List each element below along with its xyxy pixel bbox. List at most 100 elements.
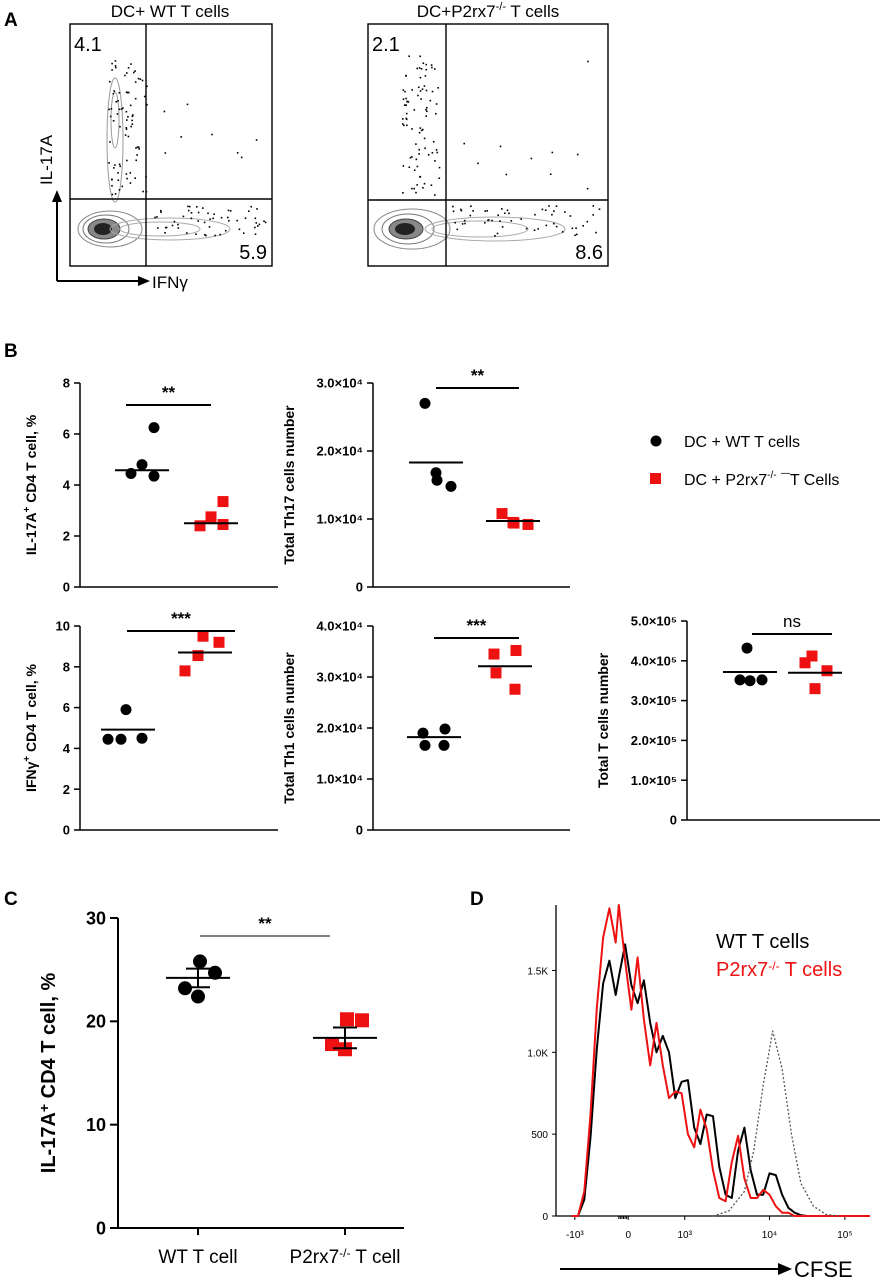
event-dot bbox=[437, 87, 439, 89]
event-dot bbox=[427, 154, 430, 156]
event-dot bbox=[438, 177, 441, 179]
event-dot bbox=[118, 163, 121, 166]
event-dot bbox=[574, 234, 576, 237]
event-dot bbox=[134, 97, 137, 100]
event-dot bbox=[209, 218, 211, 220]
panel-a-plot-1: DC+ WT T cells 4.1 5.9 bbox=[69, 2, 273, 267]
y-axis-label: IL-17A+ CD4 T cell, % bbox=[22, 414, 39, 555]
event-dot bbox=[419, 127, 422, 129]
event-dot bbox=[541, 208, 544, 211]
y-tick-label: 0 bbox=[356, 823, 363, 838]
event-dot bbox=[548, 205, 550, 207]
event-dots bbox=[108, 60, 267, 237]
event-dot bbox=[508, 212, 510, 215]
event-dot bbox=[598, 208, 601, 210]
event-dot bbox=[405, 104, 407, 106]
data-point-ko bbox=[490, 667, 502, 679]
data-point-ko bbox=[809, 683, 821, 695]
event-dot bbox=[164, 232, 166, 234]
event-dot bbox=[186, 232, 188, 234]
event-dot bbox=[404, 90, 406, 93]
panel-label-c: C bbox=[4, 889, 18, 910]
event-dot bbox=[115, 101, 118, 103]
event-dot bbox=[255, 222, 258, 224]
event-dot bbox=[146, 85, 148, 88]
event-dot bbox=[131, 119, 133, 122]
data-point-wt bbox=[439, 723, 451, 735]
event-dot bbox=[136, 146, 139, 148]
event-dot bbox=[180, 136, 182, 138]
event-dot bbox=[422, 187, 424, 189]
event-dot bbox=[416, 165, 419, 168]
event-dot bbox=[189, 205, 191, 208]
y-tick-label: 0 bbox=[670, 813, 677, 828]
event-dot bbox=[431, 90, 434, 93]
event-dot bbox=[429, 99, 432, 102]
data-point-wt bbox=[136, 459, 148, 471]
event-dot bbox=[111, 178, 113, 181]
event-dot bbox=[125, 126, 128, 129]
event-dot bbox=[195, 233, 197, 235]
event-dot bbox=[214, 234, 216, 237]
event-dot bbox=[125, 110, 128, 113]
legend-wt-marker bbox=[650, 435, 662, 447]
y-axis-label: Total Th17 cells number bbox=[281, 405, 297, 565]
y-axis-label: Total Th1 cells number bbox=[281, 652, 297, 804]
event-dot bbox=[595, 231, 597, 234]
panel-label-a: A bbox=[4, 10, 18, 31]
event-dot bbox=[132, 114, 134, 116]
event-dot bbox=[236, 219, 238, 222]
event-dot bbox=[545, 224, 548, 227]
y-tick-label: 4.0×10⁵ bbox=[631, 653, 677, 668]
event-dot bbox=[407, 101, 410, 103]
event-dot bbox=[402, 118, 404, 120]
event-dot bbox=[238, 228, 241, 231]
data-point-ko bbox=[488, 648, 500, 660]
event-dot bbox=[110, 108, 113, 110]
event-dot bbox=[131, 115, 134, 118]
y-axis-label-il17a: IL-17A bbox=[37, 134, 56, 185]
quadrant-upper-left-value: 2.1 bbox=[372, 34, 400, 56]
event-dot bbox=[229, 210, 232, 212]
event-dot bbox=[430, 64, 433, 66]
y-axis-label: Total T cells number bbox=[595, 652, 611, 788]
event-dot bbox=[131, 123, 134, 125]
event-dot bbox=[136, 154, 138, 156]
event-dot bbox=[163, 110, 166, 113]
y-tick-label: 1.0×10⁴ bbox=[316, 772, 363, 787]
event-dot bbox=[115, 66, 117, 69]
panel-label-b: B bbox=[4, 341, 18, 362]
event-dot bbox=[411, 156, 413, 158]
event-dot bbox=[203, 221, 206, 224]
y-tick-label: 10 bbox=[86, 1115, 106, 1135]
event-dot bbox=[582, 225, 584, 227]
event-dot bbox=[419, 176, 422, 178]
event-dot bbox=[418, 148, 420, 151]
y-tick-label: 6 bbox=[63, 427, 70, 442]
histogram-series-line bbox=[712, 1030, 839, 1217]
data-point-wt bbox=[756, 674, 768, 686]
event-dot bbox=[434, 194, 436, 196]
event-dot bbox=[119, 165, 121, 168]
event-dot bbox=[187, 209, 190, 212]
event-dot bbox=[408, 166, 411, 168]
event-dot bbox=[248, 210, 250, 212]
event-dot bbox=[124, 134, 127, 136]
histogram-series-line bbox=[571, 904, 870, 1217]
event-dot bbox=[182, 215, 185, 218]
event-dot bbox=[187, 205, 189, 208]
event-dot bbox=[477, 162, 479, 165]
event-dot bbox=[423, 137, 426, 140]
event-dot bbox=[127, 91, 130, 94]
event-dot bbox=[403, 104, 406, 106]
event-dot bbox=[425, 115, 427, 117]
y-tick-label: 3.0×10⁴ bbox=[316, 376, 363, 391]
data-point-wt bbox=[438, 739, 450, 751]
data-point-wt bbox=[102, 733, 114, 745]
event-dot bbox=[213, 213, 215, 215]
event-dot bbox=[501, 226, 504, 228]
event-dot bbox=[160, 209, 162, 212]
data-point-wt bbox=[741, 642, 753, 654]
event-dot bbox=[456, 228, 459, 231]
